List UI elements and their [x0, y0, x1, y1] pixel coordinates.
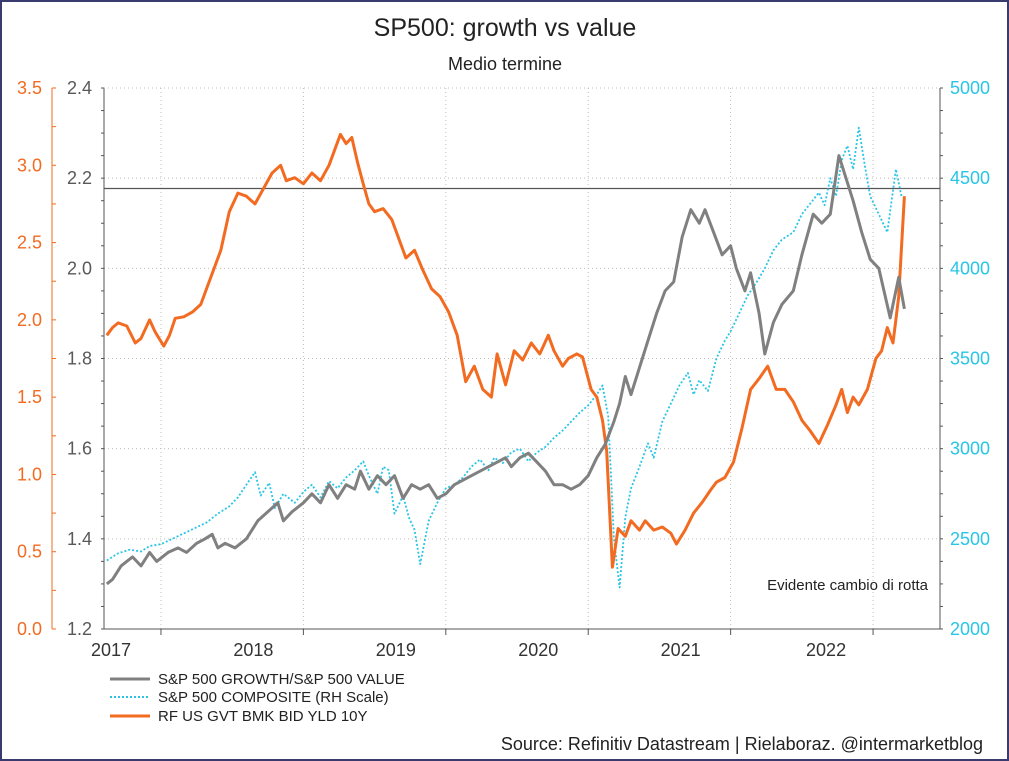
y-tick-label: 5000: [950, 78, 990, 98]
x-tick-label: 2019: [376, 640, 416, 660]
y-tick-label: 2.0: [17, 310, 42, 330]
y-tick-label: 1.4: [67, 529, 92, 549]
chart-title: SP500: growth vs value: [374, 14, 637, 42]
legend-label-sp500: S&P 500 COMPOSITE (RH Scale): [158, 689, 389, 706]
y-tick-label: 2000: [950, 619, 990, 639]
y-tick-label: 2.0: [67, 258, 92, 278]
y-tick-label: 2.2: [67, 168, 92, 188]
y-tick-label: 0.5: [17, 542, 42, 562]
y-tick-label: 3.5: [17, 78, 42, 98]
series-line-1: [106, 126, 903, 589]
x-tick-label: 2017: [91, 640, 131, 660]
tick-labels: 2017 2018 2019 2020 2021 2022 3.5 3.0 2.5 2.0 1.5 1…: [17, 78, 990, 660]
y-tick-label: 1.6: [67, 439, 92, 459]
y-tick-label: 1.2: [67, 619, 92, 639]
series-lines: [104, 126, 940, 589]
axes: [51, 87, 943, 635]
series-line-0: [105, 154, 906, 586]
y-tick-label: 2.4: [67, 78, 92, 98]
x-tick-label: 2022: [806, 640, 846, 660]
series-line-2: [105, 132, 906, 569]
y-tick-label: 4000: [950, 258, 990, 278]
annotation-text: Evidente cambio di rotta: [767, 577, 929, 594]
y-tick-label: 2.5: [17, 233, 42, 253]
legend-label-yield: RF US GVT BMK BID YLD 10Y: [158, 708, 368, 725]
y-tick-label: 3000: [950, 439, 990, 459]
y-tick-label: 4500: [950, 168, 990, 188]
source-text: Source: Refinitiv Datastream | Rielabora…: [501, 734, 983, 754]
legend-label-growth-value: S&P 500 GROWTH/S&P 500 VALUE: [158, 671, 405, 688]
y-tick-label: 3500: [950, 349, 990, 369]
y-tick-label: 1.5: [17, 387, 42, 407]
x-tick-label: 2021: [661, 640, 701, 660]
y-tick-label: 2500: [950, 529, 990, 549]
y-tick-label: 0.0: [17, 619, 42, 639]
gridlines: [104, 88, 940, 629]
legend: S&P 500 GROWTH/S&P 500 VALUE S&P 500 COM…: [110, 671, 405, 725]
x-tick-label: 2018: [233, 640, 273, 660]
chart-subtitle: Medio termine: [448, 54, 562, 74]
y-tick-label: 1.0: [17, 464, 42, 484]
x-tick-label: 2020: [518, 640, 558, 660]
y-tick-label: 1.8: [67, 349, 92, 369]
y-tick-label: 3.0: [17, 155, 42, 175]
